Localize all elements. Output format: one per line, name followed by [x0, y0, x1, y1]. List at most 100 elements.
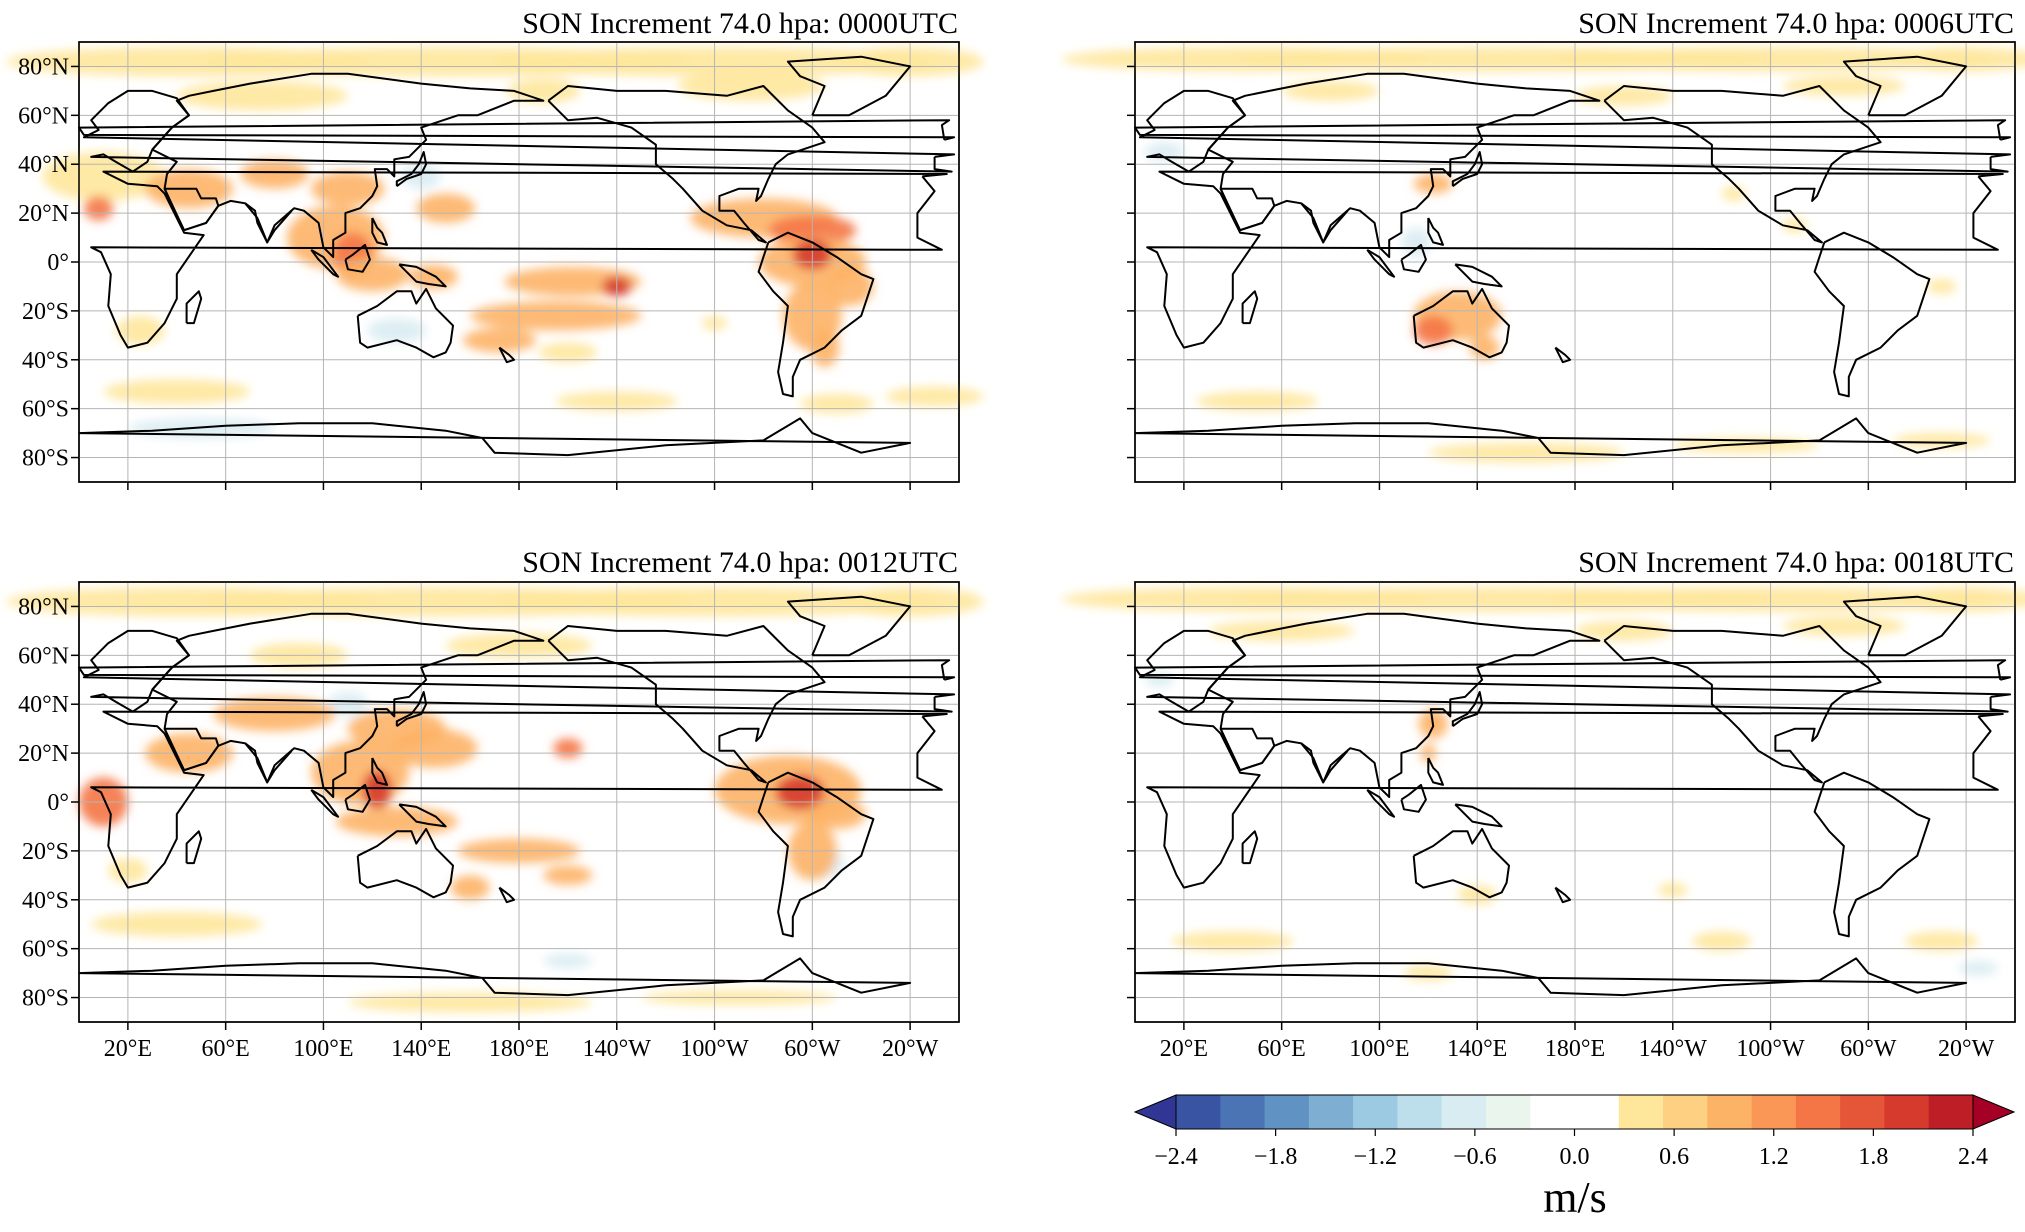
coastline-japan [395, 151, 428, 188]
colorbar-swatch [1176, 1095, 1221, 1129]
coastline-nz [1554, 886, 1572, 904]
coastline-africa [1146, 170, 2004, 349]
lon-tick-label: 20°W [1938, 1036, 1995, 1062]
colorbar-swatch [1264, 1095, 1310, 1129]
colorbar-swatch [1485, 1095, 1531, 1129]
lon-tick-label: 140°W [1639, 1036, 1708, 1062]
negative-increment-area [543, 953, 593, 969]
lon-tick-label: 60°E [1258, 1036, 1306, 1062]
coastline-philippines [1427, 757, 1444, 786]
colorbar-arrow-low [1133, 1094, 1177, 1130]
lon-tick-label: 100°W [1736, 1036, 1805, 1062]
coastline-japan [1451, 691, 1484, 728]
colorbar-swatch [1795, 1095, 1841, 1129]
coastlines [1134, 55, 2012, 457]
coastline-philippines [1427, 217, 1444, 246]
coastline-nz [498, 886, 516, 904]
coastline-india [244, 202, 293, 244]
panel-title: SON Increment 74.0 hpa: 0006UTC [1578, 7, 2014, 40]
coastline-arabia [163, 187, 220, 232]
coastline-borneo [1400, 783, 1427, 813]
coastlines [1134, 595, 2012, 997]
panel-title: SON Increment 74.0 hpa: 0000UTC [522, 7, 958, 40]
gridlines [79, 582, 959, 1022]
colorbar-ticks: −2.4 −1.8 −1.2 −0.6 0.0 0.6 1.2 1.8 2.4 [1154, 1129, 1988, 1170]
positive-increment-area [1403, 965, 1453, 981]
lat-tick-label: 60°S [22, 397, 69, 423]
positive-increment-area [176, 81, 348, 111]
coastline-africa [90, 170, 948, 349]
lon-tick-label: 180°E [1545, 1036, 1605, 1062]
positive-increment-area [553, 738, 583, 758]
lat-tick-label: 60°S [22, 937, 69, 963]
colorbar-tick-label: 1.2 [1759, 1144, 1789, 1170]
coastline-borneo [344, 783, 371, 813]
lon-axis [1183, 482, 1967, 490]
lon-tick-label: 100°E [1349, 1036, 1409, 1062]
coastlines [78, 595, 956, 997]
negative-increment-area [1144, 672, 1175, 688]
colorbar-swatch [1707, 1095, 1753, 1129]
lat-tick-label: 60°N [18, 643, 69, 669]
coastline-s-america [757, 771, 875, 938]
coastline-sumatra [310, 788, 340, 818]
coastline-arabia [1219, 187, 1276, 232]
coastline-philippines [371, 757, 388, 786]
lon-tick-label: 20°E [104, 1036, 152, 1062]
coastline-new-guinea [398, 803, 447, 828]
lat-tick-label: 0° [47, 250, 69, 276]
colorbar-unit-label: m/s [1543, 1173, 1607, 1222]
positive-increment-area [885, 386, 984, 407]
positive-increment-area [1428, 442, 1624, 463]
coastline-n-america [547, 85, 826, 244]
coastline-japan [1451, 151, 1484, 188]
positive-increment-area [506, 78, 581, 104]
colorbar-swatch [1574, 1095, 1620, 1129]
coastline-india [1300, 742, 1349, 784]
colorbar-tick-label: 0.0 [1560, 1144, 1590, 1170]
coastline-n-america [1603, 625, 1882, 784]
coastline-africa [1146, 710, 2004, 889]
colorbar: −2.4 −1.8 −1.2 −0.6 0.0 0.6 1.2 1.8 2.4 m/s [1133, 1094, 2016, 1222]
coastline-antarctica [1134, 957, 1968, 997]
colorbar-tick-label: 0.6 [1659, 1144, 1689, 1170]
colorbar-tick-label: −1.2 [1353, 1144, 1397, 1170]
colorbar-swatch [1928, 1095, 1974, 1129]
positive-increment-area [1171, 931, 1294, 952]
colorbar-swatches [1176, 1095, 1974, 1129]
positive-increment-area [1892, 46, 2025, 72]
coastline-antarctica [78, 417, 912, 457]
coastline-greenland [786, 55, 912, 117]
coastline-s-america [1813, 231, 1931, 398]
lon-tick-label: 140°E [391, 1036, 451, 1062]
lat-axis [1127, 65, 1135, 459]
panel-title: SON Increment 74.0 hpa: 0018UTC [1578, 546, 2014, 579]
colorbar-swatch [1353, 1095, 1398, 1129]
coastline-n-america [547, 625, 826, 784]
coastline-new-guinea [1454, 263, 1503, 288]
lat-tick-label: 0° [47, 790, 69, 816]
coastline-borneo [1400, 243, 1427, 273]
positive-increment-area [389, 728, 478, 768]
lon-tick-label: 180°E [489, 1036, 549, 1062]
map-panel-0006utc: SON Increment 74.0 hpa: 0006UTC [1061, 7, 2025, 490]
coastline-australia [356, 287, 454, 359]
lat-tick-label: 20°N [18, 201, 69, 227]
negative-increment-area [1144, 142, 1184, 162]
positive-increment-area [800, 394, 874, 414]
lat-tick-label: 60°N [18, 103, 69, 129]
lon-axis: 20°E 60°E 100°E 140°E 180°E 140°W 100°W 60°W 20°… [1160, 1022, 1995, 1062]
positive-increment-area [824, 266, 874, 306]
positive-increment-area [335, 806, 458, 837]
coastline-sumatra [1366, 788, 1396, 818]
positive-increment-area [677, 71, 825, 101]
negative-increment-area [367, 318, 427, 343]
coastline-new-guinea [1454, 803, 1503, 828]
colorbar-tick-label: −0.6 [1453, 1144, 1497, 1170]
coastline-n-america [1603, 85, 1882, 244]
coastline-africa [90, 710, 948, 889]
colorbar-arrow-high [1972, 1094, 2016, 1130]
coastline-s-america [1813, 771, 1931, 938]
increment-field [1061, 46, 2025, 463]
positive-increment-area [1927, 279, 1957, 294]
